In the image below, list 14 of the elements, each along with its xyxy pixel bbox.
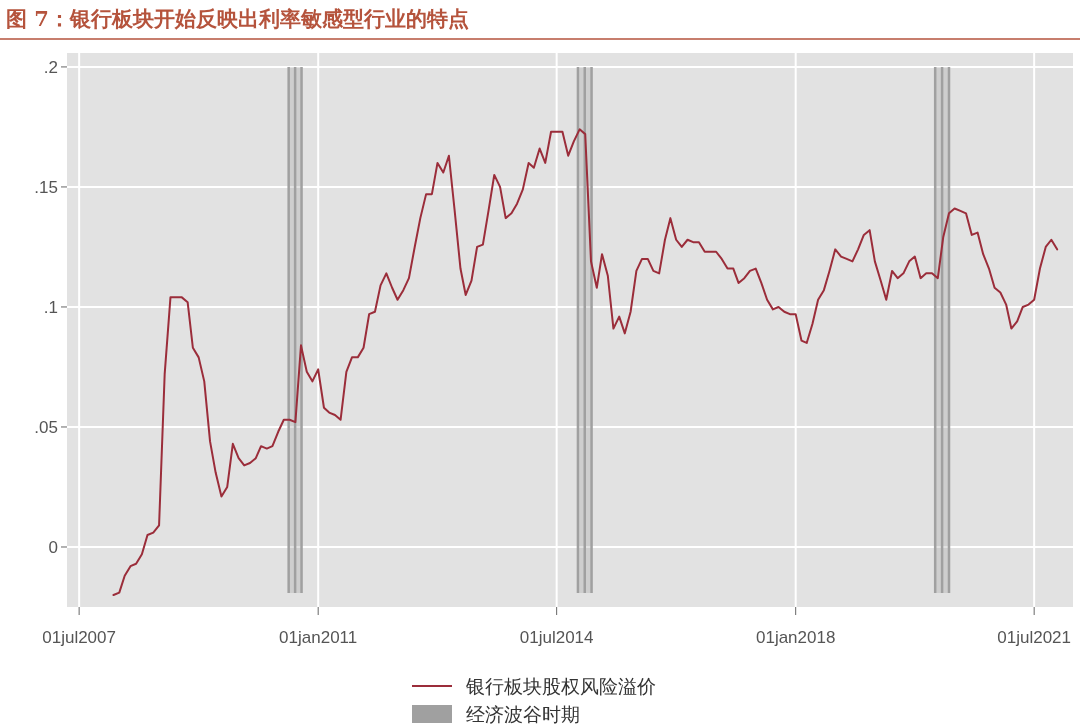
x-tick-label: 01jul2021 (997, 628, 1072, 647)
x-tick-label: 01jul2007 (42, 628, 117, 647)
y-tick-label: .05 (34, 417, 58, 437)
chart-title: 图 7：银行板块开始反映出利率敏感型行业的特点 (6, 6, 469, 31)
y-tick-label: .1 (43, 297, 58, 317)
y-tick-label: 0 (48, 537, 58, 557)
x-tick-label: 01jan2018 (755, 628, 836, 647)
y-tick-label: .2 (43, 57, 58, 77)
legend-label: 经济波谷时期 (466, 704, 580, 725)
y-tick-label: .15 (34, 177, 58, 197)
x-tick-label: 01jul2014 (519, 628, 594, 647)
x-tick-label: 01jan2011 (279, 628, 358, 647)
line-series (112, 128, 1059, 596)
legend-label: 银行板块股权风险溢价 (465, 676, 656, 697)
